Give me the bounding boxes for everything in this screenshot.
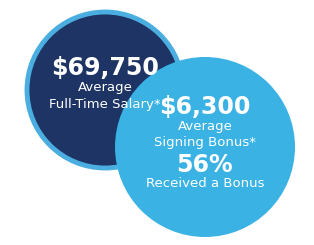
Text: Average: Average	[78, 81, 133, 94]
Text: $6,300: $6,300	[159, 95, 251, 119]
Text: 56%: 56%	[177, 153, 233, 177]
Circle shape	[115, 57, 295, 237]
Text: Full-Time Salary*: Full-Time Salary*	[49, 98, 161, 110]
Text: Average: Average	[177, 120, 232, 133]
Circle shape	[27, 12, 183, 168]
Text: Signing Bonus*: Signing Bonus*	[154, 135, 256, 148]
Text: Received a Bonus: Received a Bonus	[146, 176, 264, 189]
Text: $69,750: $69,750	[51, 56, 159, 80]
